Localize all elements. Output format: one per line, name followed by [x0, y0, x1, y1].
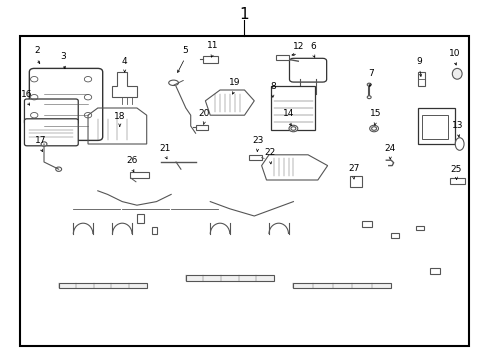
Ellipse shape	[168, 80, 178, 85]
Text: 4: 4	[122, 57, 127, 66]
Text: 10: 10	[448, 49, 460, 58]
Text: 22: 22	[264, 148, 276, 157]
FancyBboxPatch shape	[276, 55, 288, 60]
Text: 7: 7	[367, 69, 373, 78]
Ellipse shape	[366, 83, 370, 86]
Text: 12: 12	[292, 42, 304, 51]
Text: 23: 23	[251, 136, 263, 145]
Text: 24: 24	[384, 144, 395, 153]
FancyBboxPatch shape	[24, 119, 78, 146]
Ellipse shape	[56, 167, 61, 171]
FancyBboxPatch shape	[59, 283, 146, 288]
FancyBboxPatch shape	[361, 221, 371, 227]
FancyBboxPatch shape	[24, 99, 78, 124]
Text: 3: 3	[61, 52, 66, 61]
Text: 25: 25	[449, 165, 461, 174]
Text: 27: 27	[347, 164, 359, 173]
Text: 6: 6	[309, 42, 315, 51]
FancyBboxPatch shape	[195, 125, 207, 130]
Ellipse shape	[41, 142, 47, 146]
Text: 19: 19	[228, 78, 240, 87]
Text: 26: 26	[126, 156, 138, 165]
Text: 5: 5	[182, 46, 187, 55]
FancyBboxPatch shape	[289, 58, 326, 82]
Text: 15: 15	[369, 109, 381, 118]
FancyBboxPatch shape	[293, 283, 390, 288]
FancyBboxPatch shape	[417, 108, 454, 144]
Text: 2: 2	[34, 46, 40, 55]
Text: 20: 20	[198, 109, 210, 118]
FancyBboxPatch shape	[137, 214, 144, 223]
FancyBboxPatch shape	[429, 268, 439, 274]
Text: 14: 14	[282, 109, 294, 118]
Text: 17: 17	[35, 136, 46, 145]
FancyBboxPatch shape	[349, 176, 361, 187]
Ellipse shape	[366, 96, 370, 99]
FancyBboxPatch shape	[271, 86, 315, 130]
FancyBboxPatch shape	[390, 233, 398, 238]
FancyBboxPatch shape	[151, 227, 157, 234]
Text: 18: 18	[114, 112, 125, 121]
Ellipse shape	[290, 127, 295, 130]
FancyBboxPatch shape	[185, 275, 273, 281]
Bar	[20, 36, 468, 346]
FancyBboxPatch shape	[29, 68, 102, 140]
Text: 21: 21	[159, 144, 171, 153]
FancyBboxPatch shape	[249, 155, 261, 160]
Text: 8: 8	[269, 82, 275, 91]
Text: 1: 1	[239, 7, 249, 22]
FancyBboxPatch shape	[129, 172, 149, 178]
Text: 16: 16	[21, 90, 33, 99]
Ellipse shape	[454, 138, 463, 150]
FancyBboxPatch shape	[449, 178, 464, 184]
FancyBboxPatch shape	[417, 72, 425, 86]
Ellipse shape	[371, 127, 376, 130]
FancyBboxPatch shape	[203, 56, 217, 63]
Text: 9: 9	[416, 57, 422, 66]
Ellipse shape	[451, 68, 461, 79]
Text: 13: 13	[451, 121, 463, 130]
Text: 11: 11	[206, 41, 218, 50]
Ellipse shape	[288, 125, 297, 132]
Ellipse shape	[369, 125, 378, 132]
FancyBboxPatch shape	[421, 115, 447, 139]
FancyBboxPatch shape	[415, 226, 424, 230]
